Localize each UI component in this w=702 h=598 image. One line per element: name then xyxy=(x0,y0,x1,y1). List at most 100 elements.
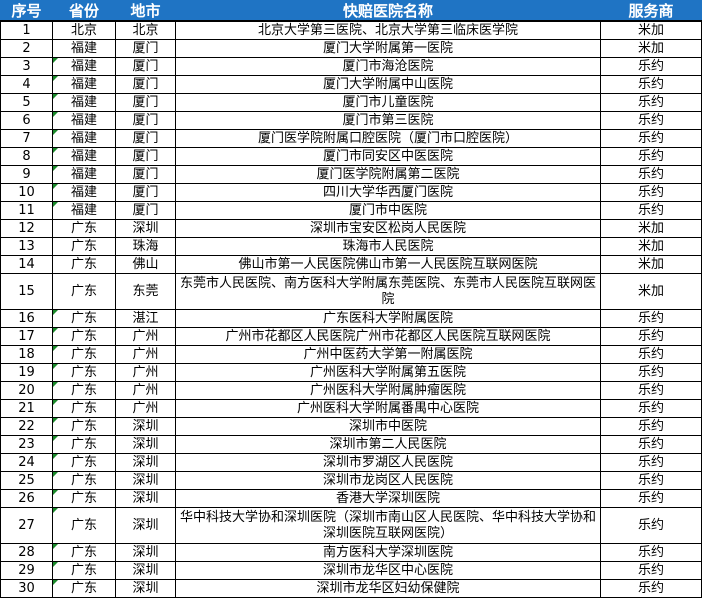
cell-hospital[interactable]: 南方医科大学深圳医院 xyxy=(175,543,601,562)
cell-province[interactable]: 福建 xyxy=(52,165,116,184)
cell-hospital[interactable]: 广州医科大学附属肿瘤医院 xyxy=(175,381,601,400)
cell-no[interactable]: 17 xyxy=(0,327,53,346)
cell-province[interactable]: 广东 xyxy=(52,543,116,562)
cell-city[interactable]: 珠海 xyxy=(115,237,176,256)
cell-no[interactable]: 28 xyxy=(0,543,53,562)
cell-vendor[interactable]: 乐约 xyxy=(600,543,702,562)
cell-province[interactable]: 福建 xyxy=(52,75,116,94)
cell-no[interactable]: 13 xyxy=(0,237,53,256)
cell-hospital[interactable]: 深圳市第二人民医院 xyxy=(175,435,601,454)
cell-vendor[interactable]: 乐约 xyxy=(600,111,702,130)
cell-province[interactable]: 福建 xyxy=(52,183,116,202)
cell-province[interactable]: 广东 xyxy=(52,435,116,454)
cell-no[interactable]: 24 xyxy=(0,453,53,472)
cell-province[interactable]: 广东 xyxy=(52,507,116,544)
cell-hospital[interactable]: 东莞市人民医院、南方医科大学附属东莞医院、东莞市人民医院互联网医院 xyxy=(175,273,601,310)
cell-hospital[interactable]: 四川大学华西厦门医院 xyxy=(175,183,601,202)
cell-no[interactable]: 16 xyxy=(0,309,53,328)
cell-city[interactable]: 深圳 xyxy=(115,507,176,544)
cell-city[interactable]: 湛江 xyxy=(115,309,176,328)
cell-vendor[interactable]: 乐约 xyxy=(600,435,702,454)
cell-vendor[interactable]: 乐约 xyxy=(600,471,702,490)
cell-city[interactable]: 深圳 xyxy=(115,543,176,562)
cell-vendor[interactable]: 乐约 xyxy=(600,507,702,544)
cell-hospital[interactable]: 广州医科大学附属番禺中心医院 xyxy=(175,399,601,418)
cell-province[interactable]: 广东 xyxy=(52,255,116,274)
cell-hospital[interactable]: 广州医科大学附属第五医院 xyxy=(175,363,601,382)
cell-province[interactable]: 广东 xyxy=(52,561,116,580)
cell-hospital[interactable]: 深圳市中医院 xyxy=(175,417,601,436)
cell-city[interactable]: 广州 xyxy=(115,363,176,382)
cell-hospital[interactable]: 深圳市龙华区中心医院 xyxy=(175,561,601,580)
cell-province[interactable]: 广东 xyxy=(52,345,116,364)
cell-no[interactable]: 14 xyxy=(0,255,53,274)
cell-province[interactable]: 广东 xyxy=(52,237,116,256)
header-city[interactable]: 地市 xyxy=(115,0,176,22)
cell-hospital[interactable]: 北京大学第三医院、北京大学第三临床医学院 xyxy=(175,20,601,40)
cell-city[interactable]: 东莞 xyxy=(115,273,176,310)
cell-no[interactable]: 6 xyxy=(0,111,53,130)
cell-vendor[interactable]: 乐约 xyxy=(600,183,702,202)
cell-province[interactable]: 福建 xyxy=(52,57,116,76)
cell-city[interactable]: 广州 xyxy=(115,399,176,418)
cell-hospital[interactable]: 厦门大学附属第一医院 xyxy=(175,39,601,58)
cell-city[interactable]: 厦门 xyxy=(115,39,176,58)
cell-province[interactable]: 福建 xyxy=(52,111,116,130)
cell-no[interactable]: 3 xyxy=(0,57,53,76)
cell-province[interactable]: 广东 xyxy=(52,417,116,436)
cell-hospital[interactable]: 厦门大学附属中山医院 xyxy=(175,75,601,94)
cell-city[interactable]: 厦门 xyxy=(115,111,176,130)
cell-hospital[interactable]: 厦门市第三医院 xyxy=(175,111,601,130)
cell-vendor[interactable]: 乐约 xyxy=(600,363,702,382)
cell-vendor[interactable]: 米加 xyxy=(600,237,702,256)
cell-city[interactable]: 深圳 xyxy=(115,219,176,238)
cell-hospital[interactable]: 香港大学深圳医院 xyxy=(175,489,601,508)
cell-hospital[interactable]: 厦门市儿童医院 xyxy=(175,93,601,112)
cell-city[interactable]: 广州 xyxy=(115,345,176,364)
cell-vendor[interactable]: 乐约 xyxy=(600,93,702,112)
cell-vendor[interactable]: 乐约 xyxy=(600,453,702,472)
cell-city[interactable]: 厦门 xyxy=(115,129,176,148)
cell-city[interactable]: 厦门 xyxy=(115,57,176,76)
cell-city[interactable]: 厦门 xyxy=(115,75,176,94)
cell-no[interactable]: 10 xyxy=(0,183,53,202)
cell-province[interactable]: 广东 xyxy=(52,489,116,508)
cell-hospital[interactable]: 广州中医药大学第一附属医院 xyxy=(175,345,601,364)
cell-hospital[interactable]: 广州市花都区人民医院广州市花都区人民医院互联网医院 xyxy=(175,327,601,346)
cell-vendor[interactable]: 乐约 xyxy=(600,57,702,76)
cell-hospital[interactable]: 深圳市龙岗区人民医院 xyxy=(175,471,601,490)
cell-hospital[interactable]: 厦门医学院附属第二医院 xyxy=(175,165,601,184)
cell-vendor[interactable]: 乐约 xyxy=(600,489,702,508)
cell-province[interactable]: 广东 xyxy=(52,273,116,310)
cell-hospital[interactable]: 厦门医学院附属口腔医院（厦门市口腔医院） xyxy=(175,129,601,148)
header-hospital[interactable]: 快赔医院名称 xyxy=(175,0,601,22)
cell-province[interactable]: 广东 xyxy=(52,453,116,472)
cell-vendor[interactable]: 乐约 xyxy=(600,129,702,148)
cell-city[interactable]: 广州 xyxy=(115,327,176,346)
cell-no[interactable]: 5 xyxy=(0,93,53,112)
cell-no[interactable]: 23 xyxy=(0,435,53,454)
cell-no[interactable]: 20 xyxy=(0,381,53,400)
cell-province[interactable]: 广东 xyxy=(52,309,116,328)
cell-province[interactable]: 广东 xyxy=(52,399,116,418)
header-vendor[interactable]: 服务商 xyxy=(600,0,702,22)
cell-vendor[interactable]: 乐约 xyxy=(600,381,702,400)
cell-no[interactable]: 30 xyxy=(0,579,53,598)
cell-province[interactable]: 广东 xyxy=(52,381,116,400)
cell-hospital[interactable]: 厦门市海沧医院 xyxy=(175,57,601,76)
cell-city[interactable]: 深圳 xyxy=(115,417,176,436)
cell-vendor[interactable]: 乐约 xyxy=(600,327,702,346)
cell-vendor[interactable]: 乐约 xyxy=(600,417,702,436)
cell-vendor[interactable]: 米加 xyxy=(600,219,702,238)
cell-vendor[interactable]: 米加 xyxy=(600,255,702,274)
cell-vendor[interactable]: 乐约 xyxy=(600,165,702,184)
cell-city[interactable]: 深圳 xyxy=(115,579,176,598)
cell-city[interactable]: 深圳 xyxy=(115,471,176,490)
cell-province[interactable]: 福建 xyxy=(52,147,116,166)
cell-no[interactable]: 2 xyxy=(0,39,53,58)
cell-no[interactable]: 18 xyxy=(0,345,53,364)
cell-province[interactable]: 福建 xyxy=(52,93,116,112)
cell-province[interactable]: 北京 xyxy=(52,20,116,40)
cell-no[interactable]: 11 xyxy=(0,201,53,220)
cell-hospital[interactable]: 深圳市龙华区妇幼保健院 xyxy=(175,579,601,598)
